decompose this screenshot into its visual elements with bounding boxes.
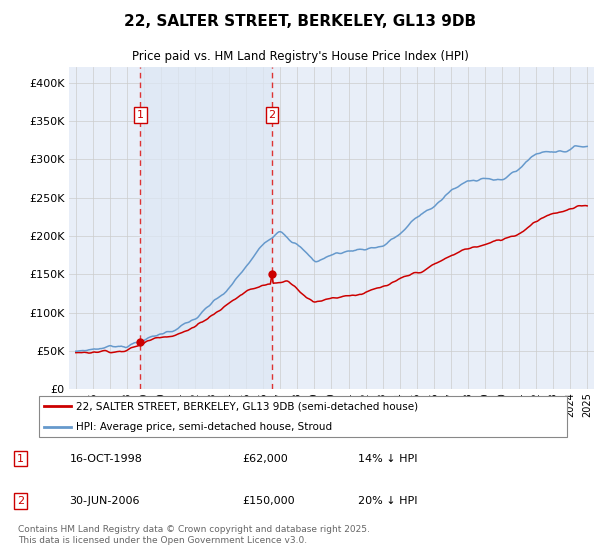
Text: 22, SALTER STREET, BERKELEY, GL13 9DB (semi-detached house): 22, SALTER STREET, BERKELEY, GL13 9DB (s… bbox=[76, 401, 418, 411]
Text: 2: 2 bbox=[268, 110, 275, 120]
Text: 22, SALTER STREET, BERKELEY, GL13 9DB: 22, SALTER STREET, BERKELEY, GL13 9DB bbox=[124, 14, 476, 29]
Text: 1: 1 bbox=[17, 454, 24, 464]
Text: Price paid vs. HM Land Registry's House Price Index (HPI): Price paid vs. HM Land Registry's House … bbox=[131, 50, 469, 63]
Text: 30-JUN-2006: 30-JUN-2006 bbox=[70, 496, 140, 506]
Text: Contains HM Land Registry data © Crown copyright and database right 2025.
This d: Contains HM Land Registry data © Crown c… bbox=[18, 525, 370, 545]
Text: 14% ↓ HPI: 14% ↓ HPI bbox=[358, 454, 417, 464]
Text: £62,000: £62,000 bbox=[242, 454, 288, 464]
Text: 1: 1 bbox=[137, 110, 144, 120]
Text: £150,000: £150,000 bbox=[242, 496, 295, 506]
Text: 16-OCT-1998: 16-OCT-1998 bbox=[70, 454, 142, 464]
Text: HPI: Average price, semi-detached house, Stroud: HPI: Average price, semi-detached house,… bbox=[76, 422, 332, 432]
Text: 20% ↓ HPI: 20% ↓ HPI bbox=[358, 496, 417, 506]
FancyBboxPatch shape bbox=[38, 396, 568, 437]
Bar bbox=[140, 67, 272, 389]
Text: 2: 2 bbox=[17, 496, 24, 506]
